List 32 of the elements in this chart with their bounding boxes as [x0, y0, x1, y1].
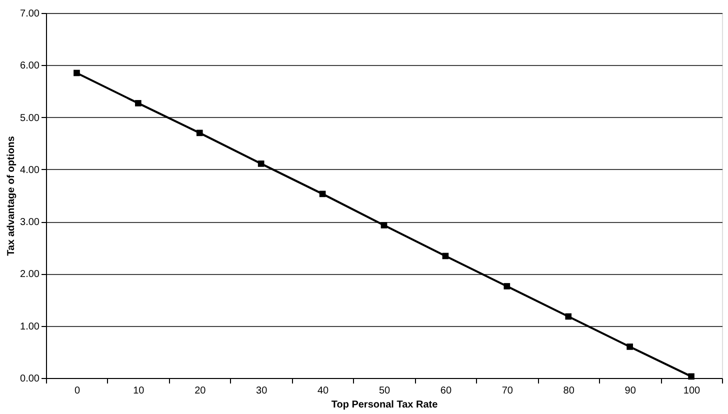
- point: [504, 283, 510, 290]
- point: [442, 252, 449, 260]
- y-tick-label: 4.00: [20, 164, 40, 176]
- point: [688, 373, 694, 380]
- x-tick-label: 50: [378, 386, 390, 396]
- x-tick-label: 90: [624, 386, 636, 396]
- x-tick-label: 60: [440, 386, 452, 396]
- x-tick-label: 40: [317, 386, 330, 396]
- point: [565, 313, 572, 320]
- point: [380, 222, 388, 228]
- point: [319, 190, 326, 198]
- point: [74, 70, 80, 76]
- x-tick-label: 20: [194, 386, 206, 396]
- y-tick-label: 3.00: [20, 217, 40, 228]
- point: [258, 160, 264, 167]
- x-tick-label: 70: [502, 386, 514, 396]
- point: [135, 100, 142, 106]
- x-axis-title: Top Personal Tax Rate: [331, 400, 438, 410]
- x-tick-label: 80: [563, 386, 575, 396]
- y-tick-label: 7.00: [20, 8, 40, 20]
- y-tick-label: 2.00: [20, 269, 40, 280]
- y-tick-label: 6.00: [20, 60, 40, 72]
- x-tick-label: 10: [133, 386, 145, 396]
- y-tick-label: 0.00: [20, 374, 40, 384]
- y-tick-label: 1.00: [20, 321, 40, 332]
- x-tick-label: 100: [683, 386, 701, 396]
- point: [196, 130, 203, 136]
- point: [626, 344, 633, 350]
- y-axis-title: Tax advantage of options: [6, 136, 18, 256]
- x-tick-label: 0: [74, 386, 80, 396]
- y-tick-label: 5.00: [20, 112, 40, 124]
- x-tick-label: 30: [256, 386, 268, 396]
